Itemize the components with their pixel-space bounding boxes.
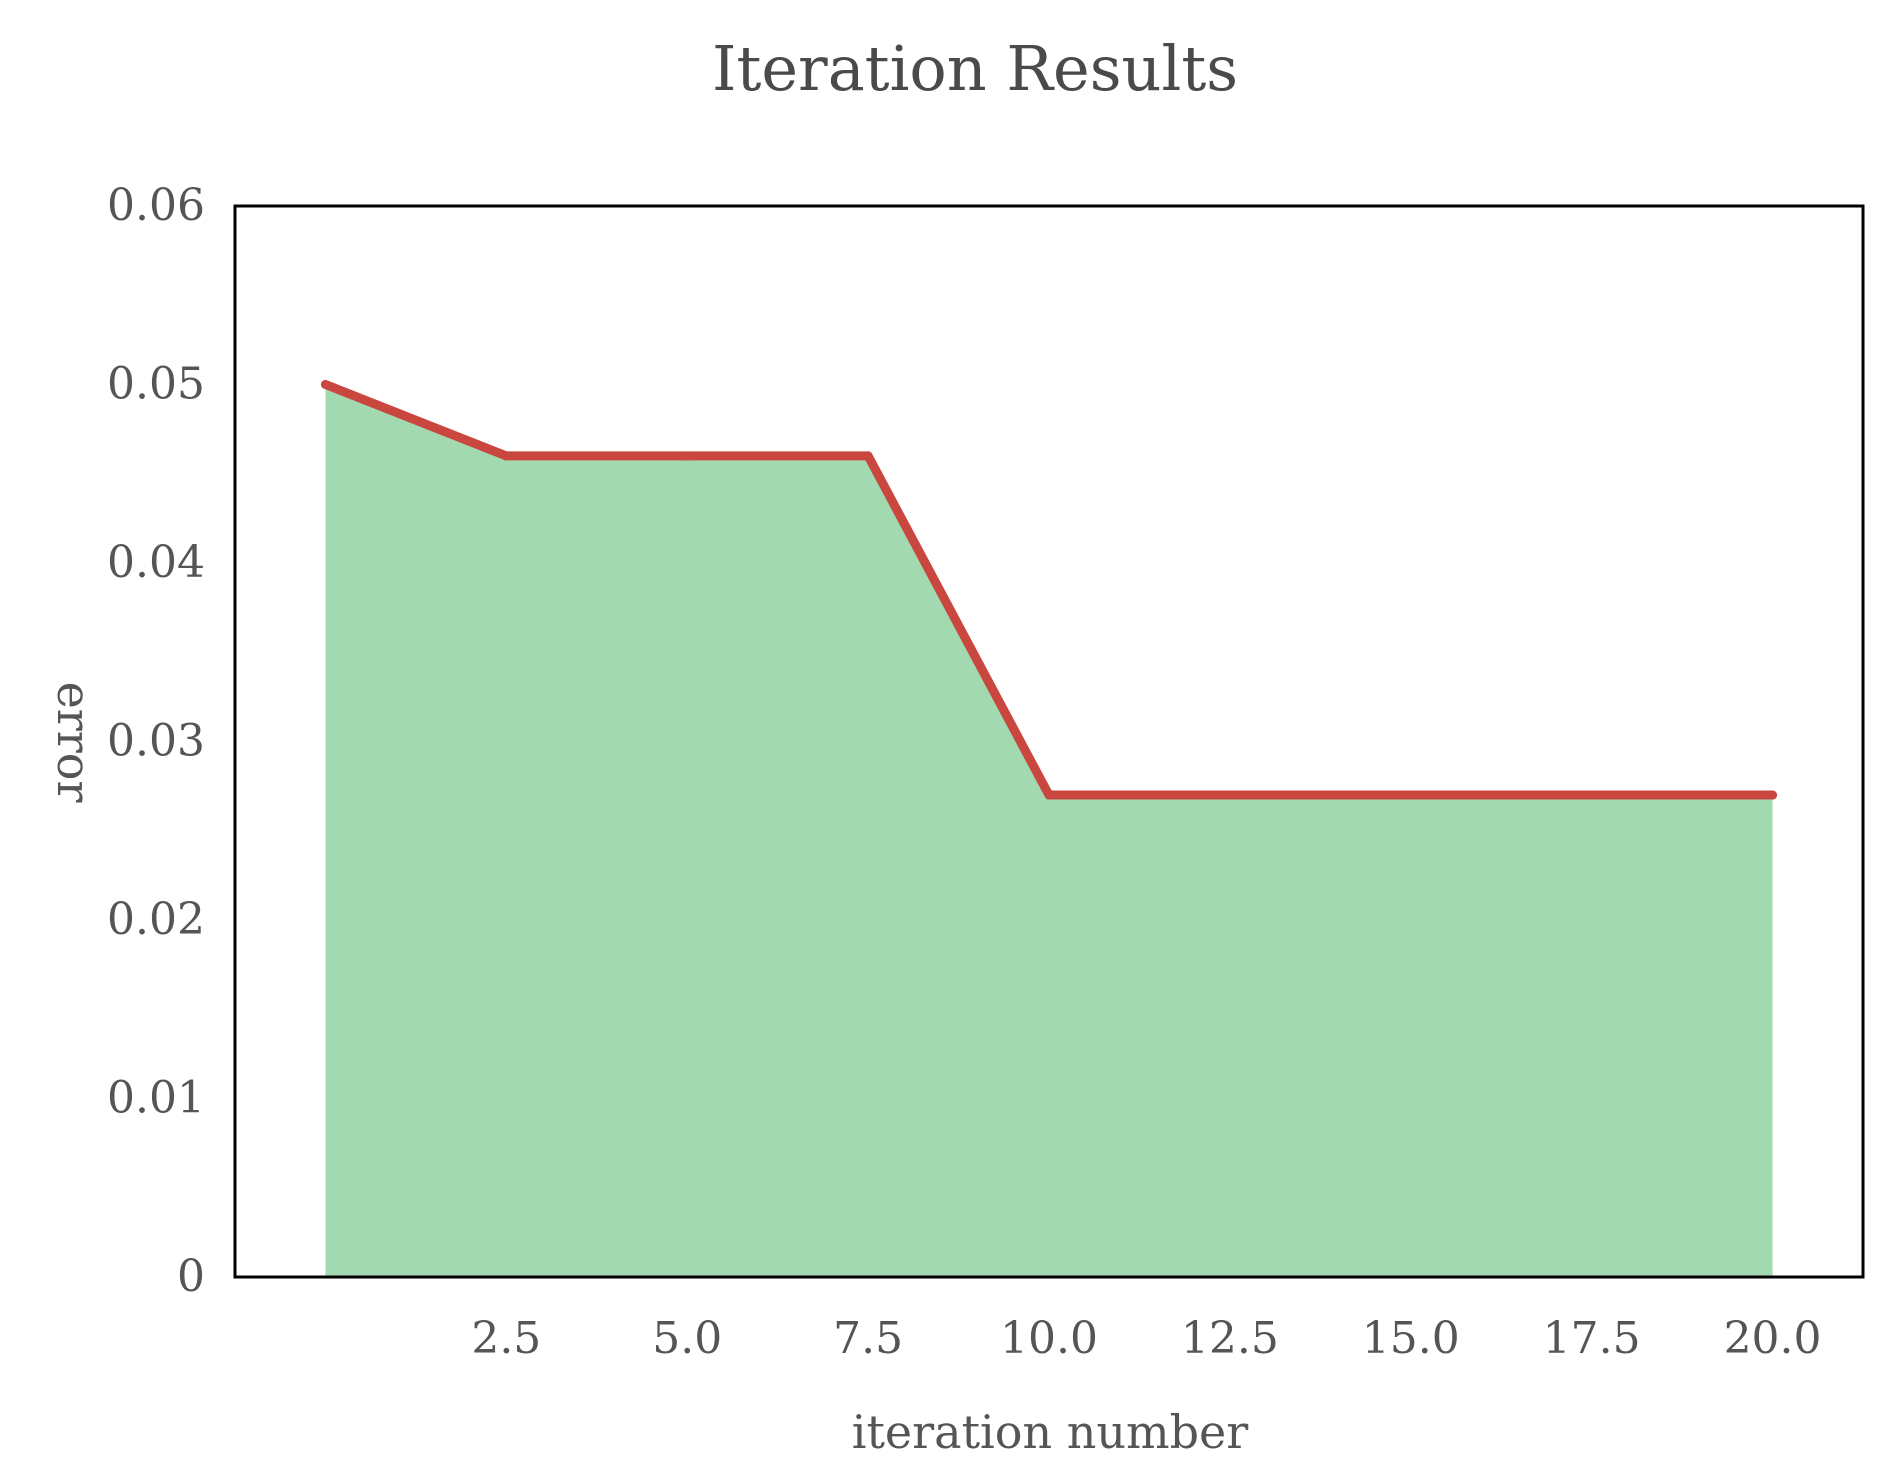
data-point xyxy=(863,451,873,461)
data-point xyxy=(1587,790,1597,800)
chart-title: Iteration Results xyxy=(712,32,1238,105)
y-axis-ticks: 0 0.01 0.02 0.03 0.04 0.05 0.06 xyxy=(107,180,205,1302)
x-tick-label: 10.0 xyxy=(1000,1313,1098,1364)
data-point xyxy=(501,451,511,461)
series-line-segment xyxy=(863,451,1054,800)
x-tick-label: 12.5 xyxy=(1181,1313,1279,1364)
y-tick-label: 0.02 xyxy=(107,894,205,945)
x-tick-label: 2.5 xyxy=(471,1313,541,1364)
data-point xyxy=(1406,790,1416,800)
y-tick-label: 0 xyxy=(177,1251,205,1302)
x-tick-label: 5.0 xyxy=(652,1313,722,1364)
series-line-segment xyxy=(320,380,511,461)
plot-area xyxy=(320,380,1778,1277)
y-tick-label: 0.01 xyxy=(107,1073,205,1124)
x-tick-label: 7.5 xyxy=(833,1313,903,1364)
data-point xyxy=(1225,790,1235,800)
y-tick-label: 0.03 xyxy=(107,716,205,767)
x-axis-label: iteration number xyxy=(852,1405,1249,1459)
y-tick-label: 0.06 xyxy=(107,180,205,231)
x-tick-label: 17.5 xyxy=(1543,1313,1641,1364)
data-point xyxy=(1768,790,1778,800)
x-tick-label: 15.0 xyxy=(1362,1313,1460,1364)
y-axis-label: error xyxy=(47,682,101,803)
y-tick-label: 0.05 xyxy=(107,359,205,410)
data-point xyxy=(320,380,330,389)
plot-frame xyxy=(233,204,1865,1279)
x-axis-ticks: 2.5 5.0 7.5 10.0 12.5 15.0 17.5 20.0 xyxy=(471,1313,1821,1364)
data-point xyxy=(682,451,692,461)
series-area-fill xyxy=(325,384,1773,1277)
y-tick-label: 0.04 xyxy=(107,537,205,588)
data-point xyxy=(1044,790,1054,800)
x-tick-label: 20.0 xyxy=(1724,1313,1822,1364)
